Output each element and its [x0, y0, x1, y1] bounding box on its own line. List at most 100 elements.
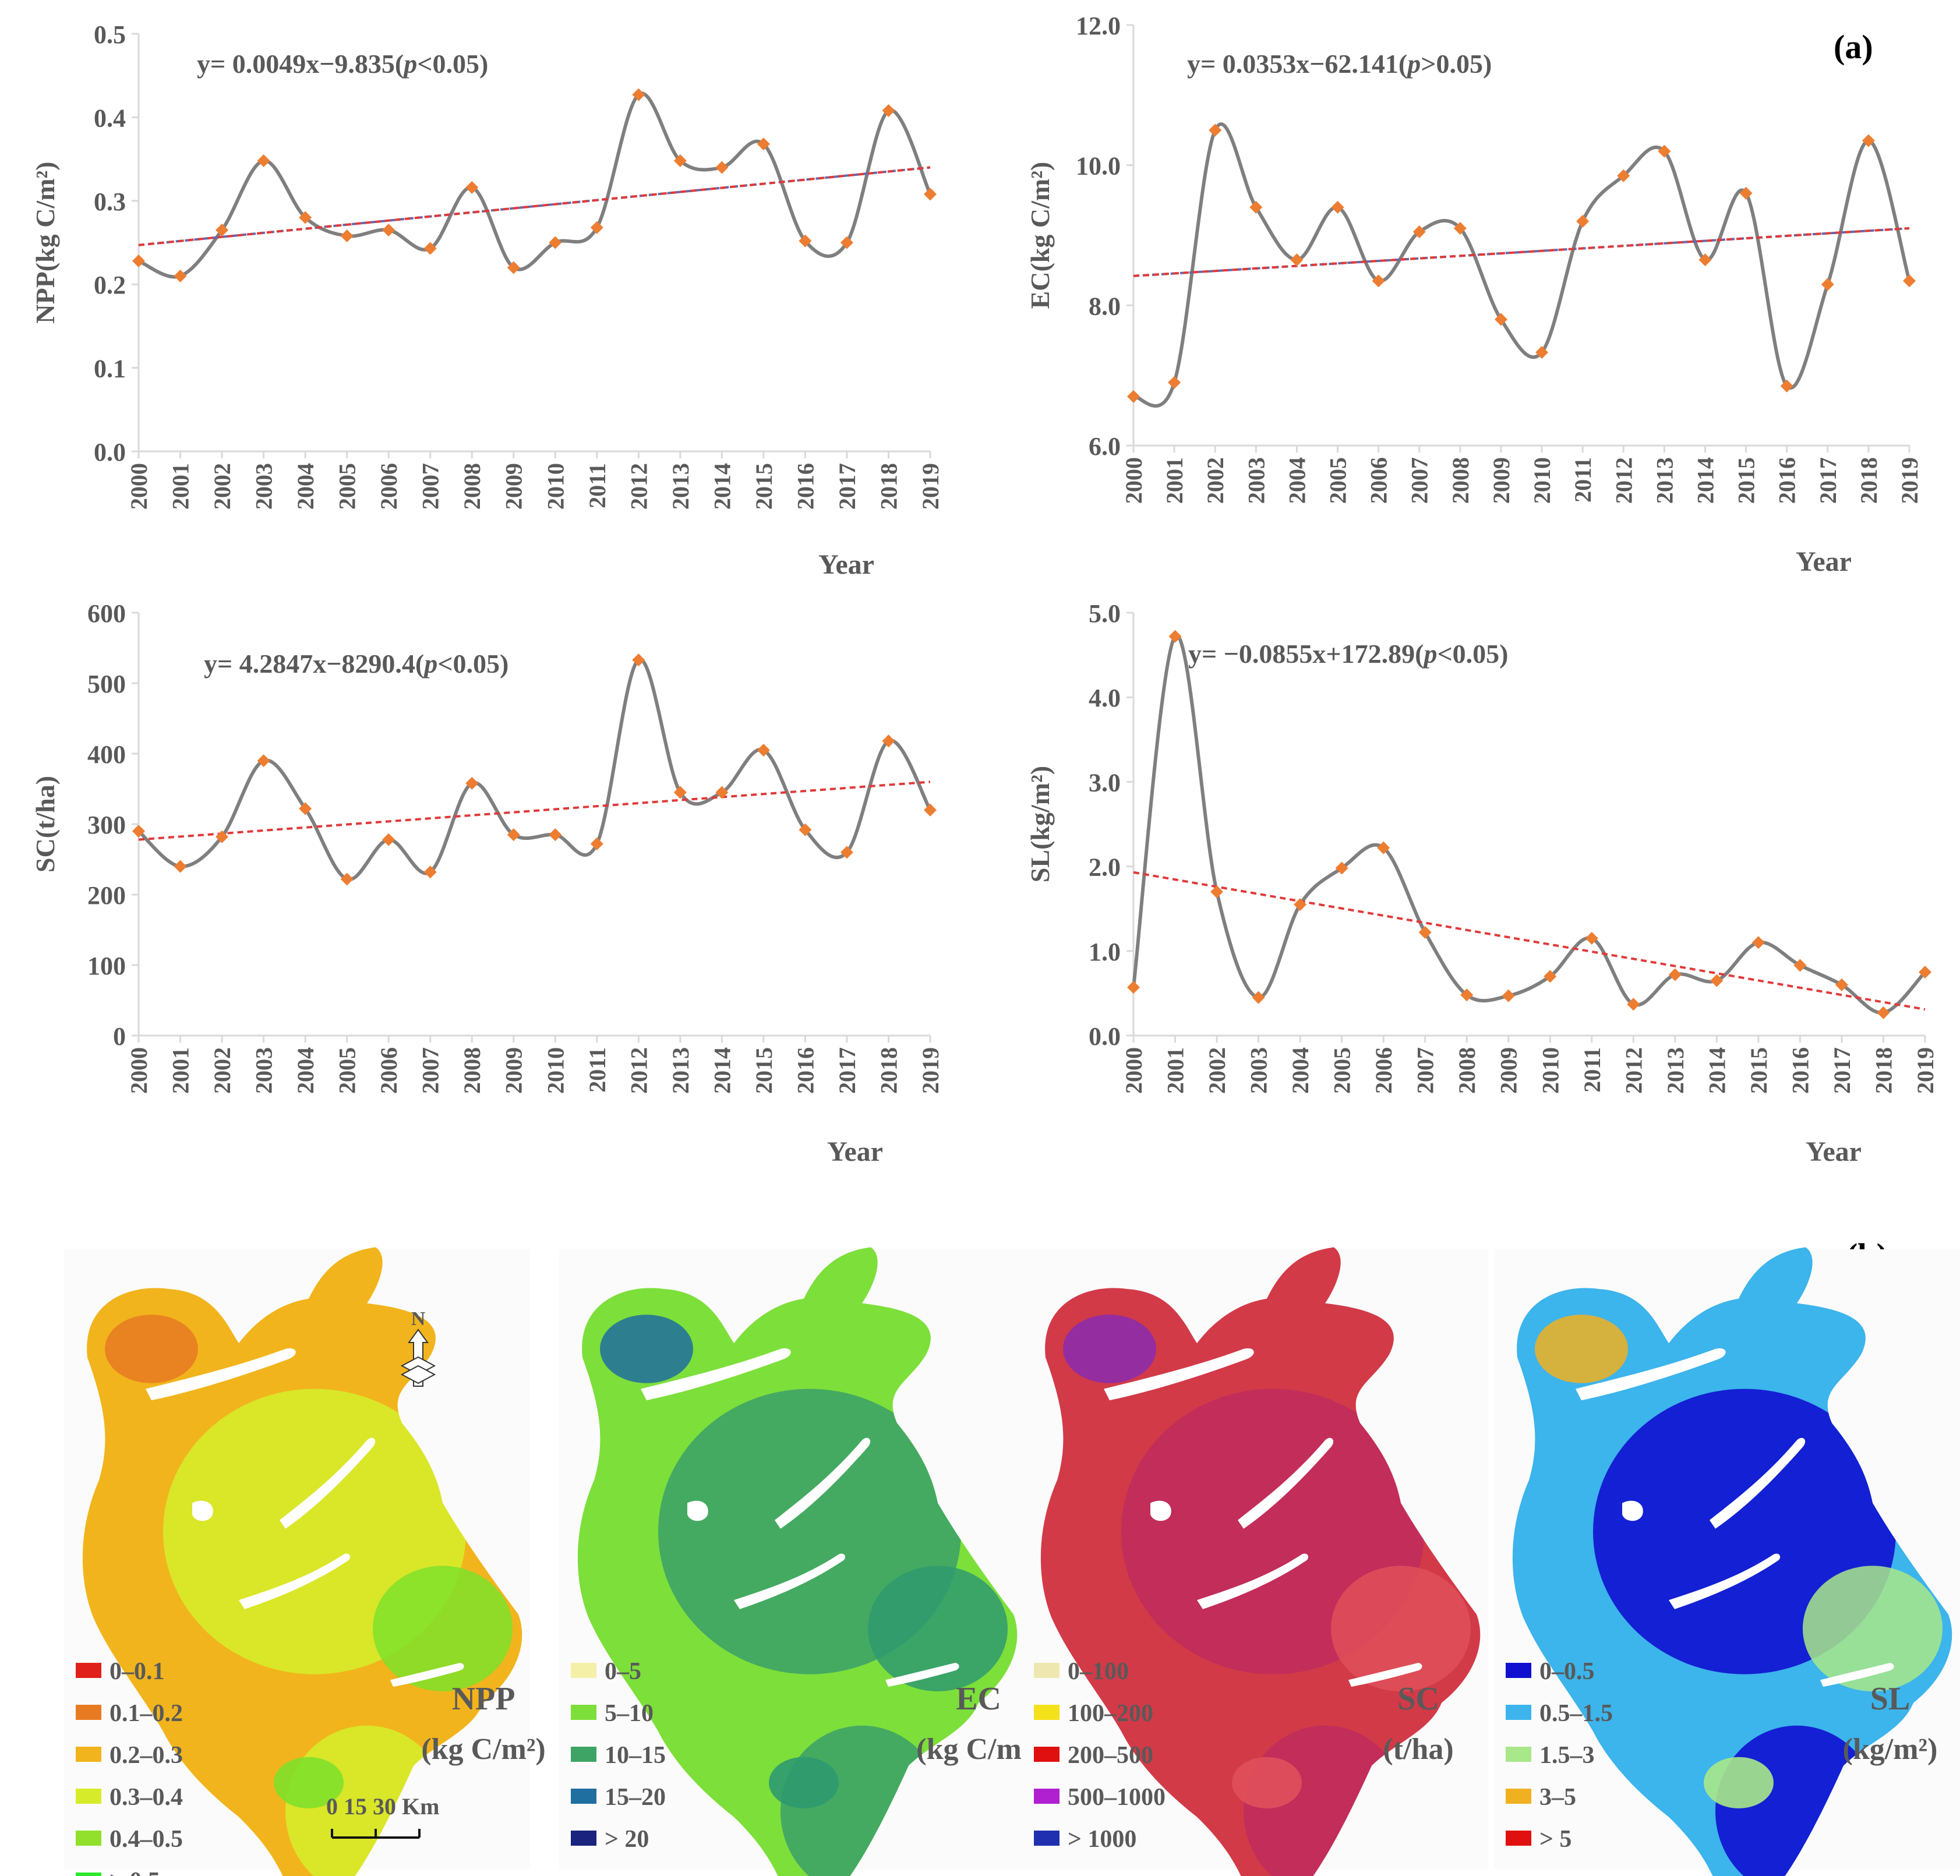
data-point	[590, 837, 603, 850]
river-gap	[734, 1553, 846, 1609]
equation-p: p	[422, 649, 437, 679]
y-tick-label: 8.0	[1089, 292, 1121, 320]
map-zone	[1232, 1757, 1302, 1808]
data-point	[1751, 936, 1765, 949]
x-tick-label: 2015	[751, 463, 777, 510]
river-gap	[1576, 1348, 1726, 1401]
x-tick-label: 2006	[1366, 457, 1392, 504]
x-tick-label: 2002	[209, 1047, 235, 1094]
data-point	[1698, 253, 1712, 267]
x-tick-label: 2007	[418, 1047, 444, 1094]
legend-swatch	[76, 1789, 101, 1804]
x-tick-label: 2013	[1651, 457, 1678, 504]
legend-label: > 1000	[1068, 1826, 1136, 1853]
x-tick-label: 2012	[626, 1047, 652, 1094]
x-tick-label: 2002	[1202, 457, 1228, 504]
x-tick-label: 2003	[251, 1047, 277, 1094]
data-point	[1372, 274, 1385, 288]
trend-line	[138, 780, 931, 841]
data-point	[1127, 390, 1140, 403]
x-tick-label: 2010	[1537, 1047, 1563, 1094]
data-point	[1710, 974, 1724, 987]
map-unit: (kg C/m²)	[421, 1733, 545, 1766]
map-title: EC	[956, 1681, 1001, 1717]
map-title: NPP	[452, 1681, 515, 1717]
x-tick-label: 2015	[1733, 457, 1760, 504]
y-tick-label: 0	[113, 1022, 126, 1051]
river-gap	[239, 1553, 351, 1609]
data-point	[882, 104, 895, 117]
x-tick-label: 2006	[376, 1047, 402, 1094]
x-tick-label: 2008	[1454, 1047, 1480, 1094]
legend-swatch	[76, 1705, 101, 1720]
river-gap	[641, 1348, 791, 1401]
map-zone	[1803, 1566, 1943, 1691]
trend-line	[1133, 227, 1910, 277]
x-tick-label: 2017	[1829, 1047, 1855, 1094]
data-point	[1919, 966, 1931, 979]
legend-label: 10–15	[605, 1742, 666, 1769]
x-tick-label: 2016	[792, 463, 818, 510]
data-point	[340, 229, 354, 243]
data-point	[1127, 981, 1140, 994]
legend-swatch	[76, 1663, 101, 1678]
data-point	[1576, 214, 1590, 228]
data-point	[465, 181, 479, 194]
equation-prefix: y= −0.0855x+172.89(	[1188, 639, 1424, 669]
y-axis-title: EC(kg C/m²)	[1025, 162, 1055, 309]
x-tick-label: 2017	[834, 1047, 860, 1094]
x-tick-label: 2012	[1620, 1047, 1647, 1094]
x-tick-label: 2004	[292, 463, 319, 510]
data-point	[299, 802, 312, 815]
x-tick-label: 2009	[1488, 457, 1514, 504]
north-label: N	[411, 1308, 426, 1330]
x-tick-label: 2013	[668, 1047, 694, 1094]
chart-sl: 0.0 1.0 2.0 3.0 4.0 5.0 2000 2001 2002 2003 2004 20…	[1025, 599, 1938, 1167]
x-tick-label: 2000	[126, 1047, 152, 1094]
equation-p: p	[1421, 639, 1437, 669]
river-gap	[1238, 1437, 1334, 1529]
x-tick-label: 2000	[126, 463, 152, 510]
legend-swatch	[76, 1831, 101, 1846]
chart-sc: 0 100 200 300 400 500 600 2000 2001 2002 2003 2004 2…	[30, 599, 944, 1167]
x-tick-label: 2001	[1163, 1047, 1189, 1094]
x-tick-label: 2013	[1662, 1047, 1689, 1094]
x-tick-label: 2010	[1529, 457, 1555, 504]
map-zone	[600, 1315, 693, 1383]
data-point	[1209, 123, 1222, 137]
equation-suffix: <0.05)	[1437, 639, 1508, 669]
data-point	[1168, 376, 1181, 389]
x-tick-label: 2003	[1243, 457, 1269, 504]
map-zone	[274, 1757, 344, 1808]
x-tick-label: 2019	[917, 463, 944, 510]
x-tick-label: 2011	[584, 1047, 610, 1093]
y-tick-label: 500	[87, 670, 126, 698]
x-tick-label: 2018	[875, 463, 902, 510]
y-tick-label: 2.0	[1089, 853, 1121, 882]
data-point	[799, 234, 812, 248]
map-unit: (kg C/m²)	[916, 1733, 1040, 1766]
y-tick-label: 0.2	[94, 271, 126, 299]
map-zone	[105, 1315, 198, 1383]
x-axis-title: Year	[1796, 546, 1852, 577]
x-tick-label: 2014	[1704, 1047, 1730, 1094]
x-tick-label: 2001	[168, 1047, 194, 1094]
y-tick-label: 0.5	[94, 20, 126, 49]
data-point	[1544, 970, 1557, 983]
x-tick-label: 2014	[709, 463, 735, 510]
data-point	[1502, 989, 1515, 1002]
scale-bar-label: 0 15 30 Km	[326, 1793, 439, 1820]
y-tick-label: 4.0	[1089, 684, 1121, 712]
data-point	[1168, 630, 1182, 643]
river-gap	[192, 1500, 213, 1521]
x-tick-label: 2017	[1815, 457, 1841, 504]
y-tick-label: 0.4	[94, 104, 126, 132]
y-axis-title: SC(t/ha)	[30, 776, 60, 872]
equation-prefix: y= 4.2847x−8290.4(	[204, 649, 424, 679]
map-zone	[1704, 1757, 1774, 1808]
legend-swatch	[76, 1747, 101, 1762]
regression-equation: y= −0.0855x+172.89(p<0.05)	[1188, 639, 1509, 669]
x-tick-label: 2018	[1856, 457, 1882, 504]
